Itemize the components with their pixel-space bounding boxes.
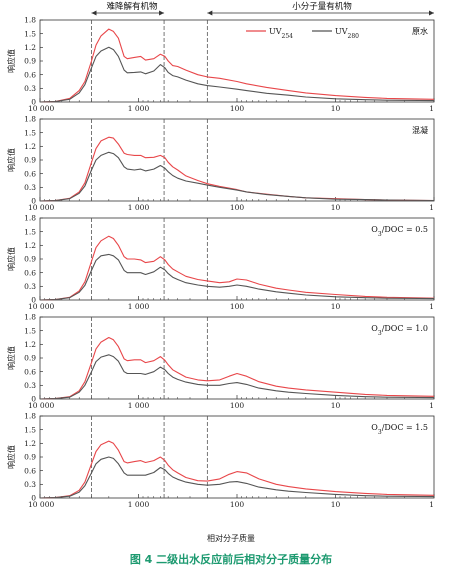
x-tick-label: 100 [230,500,245,509]
y-tick-label: 0 [31,197,36,206]
y-tick-label: 0.9 [24,255,36,264]
y-tick-label: 0.3 [24,84,36,93]
x-tick-label: 10 [331,302,341,311]
y-tick-label: 1.8 [24,412,36,421]
y-tick-label: 1.5 [24,425,36,434]
series-UV254-line [39,235,435,301]
y-axis-label: 响应值 [6,247,16,271]
y-tick-label: 1.5 [24,326,36,335]
figure-caption: 图 4 二级出水反应前后相对分子质量分布 [129,553,333,566]
y-tick-label: 1.2 [24,340,36,349]
y-tick-label: 0.3 [24,480,36,489]
y-tick-label: 1.2 [24,241,36,250]
panel-1: 0 0.3 0.6 0.9 1.2 1.5 1.8 10 000 1 000 100 10 1 响应值 原… [6,16,435,113]
x-tick-label: 100 [230,401,245,410]
x-tick-label: 10 000 [28,203,54,212]
y-axis-label: 响应值 [6,49,16,73]
series-UV280-line [39,151,435,202]
y-tick-label: 1.5 [24,227,36,236]
panel-label: 混凝 [412,125,428,135]
series-UV254-line [39,336,435,400]
y-tick-label: 1.2 [24,142,36,151]
x-tick-label: 10 [331,500,341,509]
legend-254-label: UV254 [269,27,293,40]
y-tick-label: 0 [31,98,36,107]
y-tick-label: 0 [31,296,36,305]
y-tick-label: 1.5 [24,29,36,38]
region-right-label: 小分子量有机物 [292,1,352,12]
region-left-arrow-head-left [91,10,97,16]
panel-5: 0 0.3 0.6 0.9 1.2 1.5 1.8 10 000 1 000 100 10 1 响应值 O… [6,412,435,509]
y-tick-label: 0.3 [24,183,36,192]
y-tick-label: 1.8 [24,313,36,322]
x-tick-label: 100 [230,104,245,113]
y-tick-label: 1.5 [24,128,36,137]
y-axis-label: 响应值 [6,346,16,370]
region-left-arrow-head-right [159,10,165,16]
x-tick-label: 1 000 [128,500,150,509]
x-tick-label: 100 [230,203,245,212]
series-UV280-line [39,46,435,103]
y-tick-label: 0.9 [24,57,36,66]
x-tick-label: 1 [429,401,434,410]
panel-label: O3/DOC = 1.5 [371,423,428,436]
y-tick-label: 0.6 [24,268,36,277]
x-tick-label: 10 000 [28,500,54,509]
series-UV254-line [39,136,435,202]
x-tick-label: 1 000 [128,203,150,212]
x-tick-label: 1 000 [128,401,150,410]
panel-2: 0 0.3 0.6 0.9 1.2 1.5 1.8 10 000 1 000 100 10 1 响应值 混… [6,115,435,212]
region-right-arrow-head-right [429,10,434,16]
legend-280-label: UV280 [335,27,359,40]
y-tick-label: 0.9 [24,156,36,165]
y-tick-label: 0.6 [24,70,36,79]
region-annotations: 难降解有机物 小分子量有机物 [106,1,352,12]
region-right-arrow-head-left [207,10,213,16]
series-UV254-line [39,28,435,103]
x-tick-label: 1 [429,104,434,113]
y-tick-label: 0.9 [24,354,36,363]
panel-label: 原水 [412,26,428,36]
series-UV280-line [39,456,435,499]
x-tick-label: 1 000 [128,302,150,311]
x-tick-label: 10 000 [28,401,54,410]
y-tick-label: 1.2 [24,439,36,448]
x-tick-label: 1 [429,203,434,212]
x-axis-label: 相对分子质量 [207,533,255,543]
panel-label: O3/DOC = 0.5 [371,225,428,238]
y-tick-label: 1.8 [24,115,36,124]
y-tick-label: 0.6 [24,367,36,376]
x-tick-label: 100 [230,302,245,311]
series-UV254-line [39,440,435,499]
series-UV280-line [39,253,435,301]
y-tick-label: 1.8 [24,214,36,223]
x-tick-label: 10 [331,203,341,212]
panel-4: 0 0.3 0.6 0.9 1.2 1.5 1.8 10 000 1 000 100 10 1 响应值 O… [6,313,435,410]
y-tick-label: 0.6 [24,466,36,475]
y-tick-label: 0.3 [24,381,36,390]
y-tick-label: 0.3 [24,282,36,291]
series-UV280-line [39,354,435,400]
panels: 00.30.60.91.21.51.810 000 1 000 100 10 1响应值原… [6,16,435,509]
y-tick-label: 0 [31,395,36,404]
y-tick-label: 1.2 [24,43,36,52]
x-tick-label: 10 000 [28,104,54,113]
panel-3: 0 0.3 0.6 0.9 1.2 1.5 1.8 10 000 1 000 100 10 1 响应值 O… [6,214,435,311]
y-tick-label: 0 [31,494,36,503]
x-tick-label: 1 [429,302,434,311]
y-tick-label: 0.6 [24,169,36,178]
x-tick-label: 10 [331,401,341,410]
panel-label: O3/DOC = 1.0 [371,324,428,337]
y-axis-label: 响应值 [6,445,16,469]
x-tick-label: 1 [429,500,434,509]
x-tick-label: 1 000 [128,104,150,113]
y-tick-label: 0.9 [24,453,36,462]
plot-frame [39,118,435,202]
region-left-label: 难降解有机物 [106,1,158,12]
x-tick-label: 10 000 [28,302,54,311]
y-axis-label: 响应值 [6,148,16,172]
y-tick-label: 1.8 [24,16,36,25]
x-tick-label: 10 [331,104,341,113]
